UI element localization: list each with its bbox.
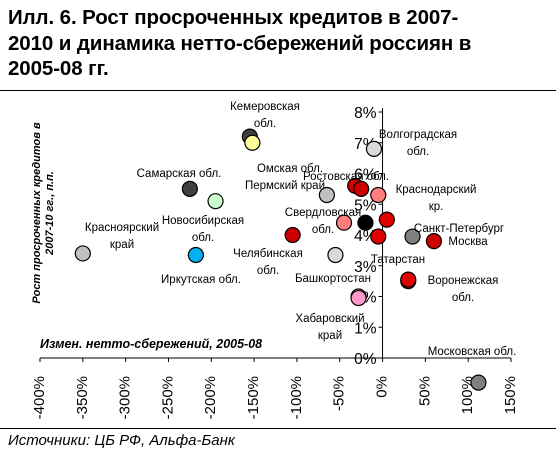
- data-point: [207, 193, 224, 210]
- x-tick-label: -100%: [288, 376, 305, 419]
- point-label: Красноярский край: [85, 222, 159, 251]
- point-label: Омская обл.: [257, 163, 323, 175]
- source-rule: [0, 428, 556, 429]
- title-line-2: 2010 и динамика нетто-сбережений россиян…: [8, 31, 472, 55]
- data-point: [370, 228, 387, 245]
- point-label: Башкортостан: [295, 273, 371, 285]
- point-label: Санкт-Петербург: [414, 223, 504, 235]
- x-axis-title: Измен. нетто-сбережений, 2005-08: [40, 337, 262, 351]
- title-rule: [0, 90, 556, 91]
- title-line-3: 2005-08 гг.: [8, 57, 109, 80]
- point-label: Волгоградская обл.: [379, 129, 457, 158]
- data-point: [284, 226, 301, 244]
- x-tick-label: -50%: [331, 376, 348, 411]
- point-label: Иркутская обл.: [161, 274, 241, 286]
- point-label: Челябинская обл.: [233, 248, 303, 277]
- source-note: Источники: ЦБ РФ, Альфа-Банк: [8, 432, 235, 449]
- x-tick-label: -350%: [74, 376, 91, 419]
- data-point: [404, 228, 421, 245]
- point-label: Москва: [448, 236, 488, 248]
- y-tick-label: 3%: [354, 259, 377, 276]
- point-label: Пермский край: [245, 180, 325, 192]
- x-tick-label: -150%: [245, 376, 262, 419]
- point-label: Московская обл.: [428, 346, 517, 358]
- data-point: [370, 186, 387, 204]
- chart-title: Илл. 6. Рост просроченных кредитов в 200…: [8, 5, 553, 82]
- x-tick-label: -300%: [117, 376, 134, 419]
- point-label: Ростовская обл.: [303, 171, 389, 183]
- data-point: [357, 214, 374, 231]
- data-point: [244, 134, 261, 151]
- data-point: [470, 374, 487, 391]
- y-tick-label: 4%: [354, 228, 377, 245]
- point-label: Воронежская обл.: [428, 275, 499, 304]
- point-label: Татарстан: [371, 254, 425, 266]
- y-axis-title: Рост просроченных кредитов в2007-10 гг.,…: [31, 122, 56, 304]
- data-point: [74, 245, 91, 262]
- title-line-1: Илл. 6. Рост просроченных кредитов в 200…: [8, 6, 459, 29]
- data-point: [365, 140, 383, 157]
- data-point: [181, 180, 198, 197]
- y-tick-label: 1%: [354, 320, 377, 337]
- x-tick-label: -400%: [31, 376, 48, 419]
- point-label: Новосибирская обл.: [162, 215, 244, 244]
- data-point: [353, 180, 370, 197]
- data-point: [318, 186, 335, 204]
- point-label: Свердловская обл.: [285, 207, 361, 236]
- x-tick-label: -250%: [159, 376, 176, 419]
- x-tick-label: -200%: [202, 376, 219, 419]
- data-point: [378, 211, 395, 228]
- point-label: Кемеровская обл.: [230, 101, 300, 130]
- x-tick-label: 150%: [502, 376, 519, 414]
- data-point: [187, 246, 204, 264]
- data-point: [350, 289, 367, 307]
- point-label: Самарская обл.: [137, 168, 222, 180]
- y-tick-label: 0%: [354, 351, 377, 368]
- data-point: [400, 271, 417, 288]
- point-label: Краснодарский кр.: [396, 184, 477, 213]
- y-tick-label: 8%: [354, 105, 377, 122]
- point-label: Хабаровский край: [295, 313, 364, 342]
- data-point: [425, 233, 443, 250]
- x-tick-label: 0%: [374, 376, 391, 398]
- data-point: [327, 246, 344, 264]
- x-tick-label: 50%: [416, 376, 433, 406]
- y-tick-label: 5%: [354, 197, 377, 214]
- data-point: [335, 214, 353, 231]
